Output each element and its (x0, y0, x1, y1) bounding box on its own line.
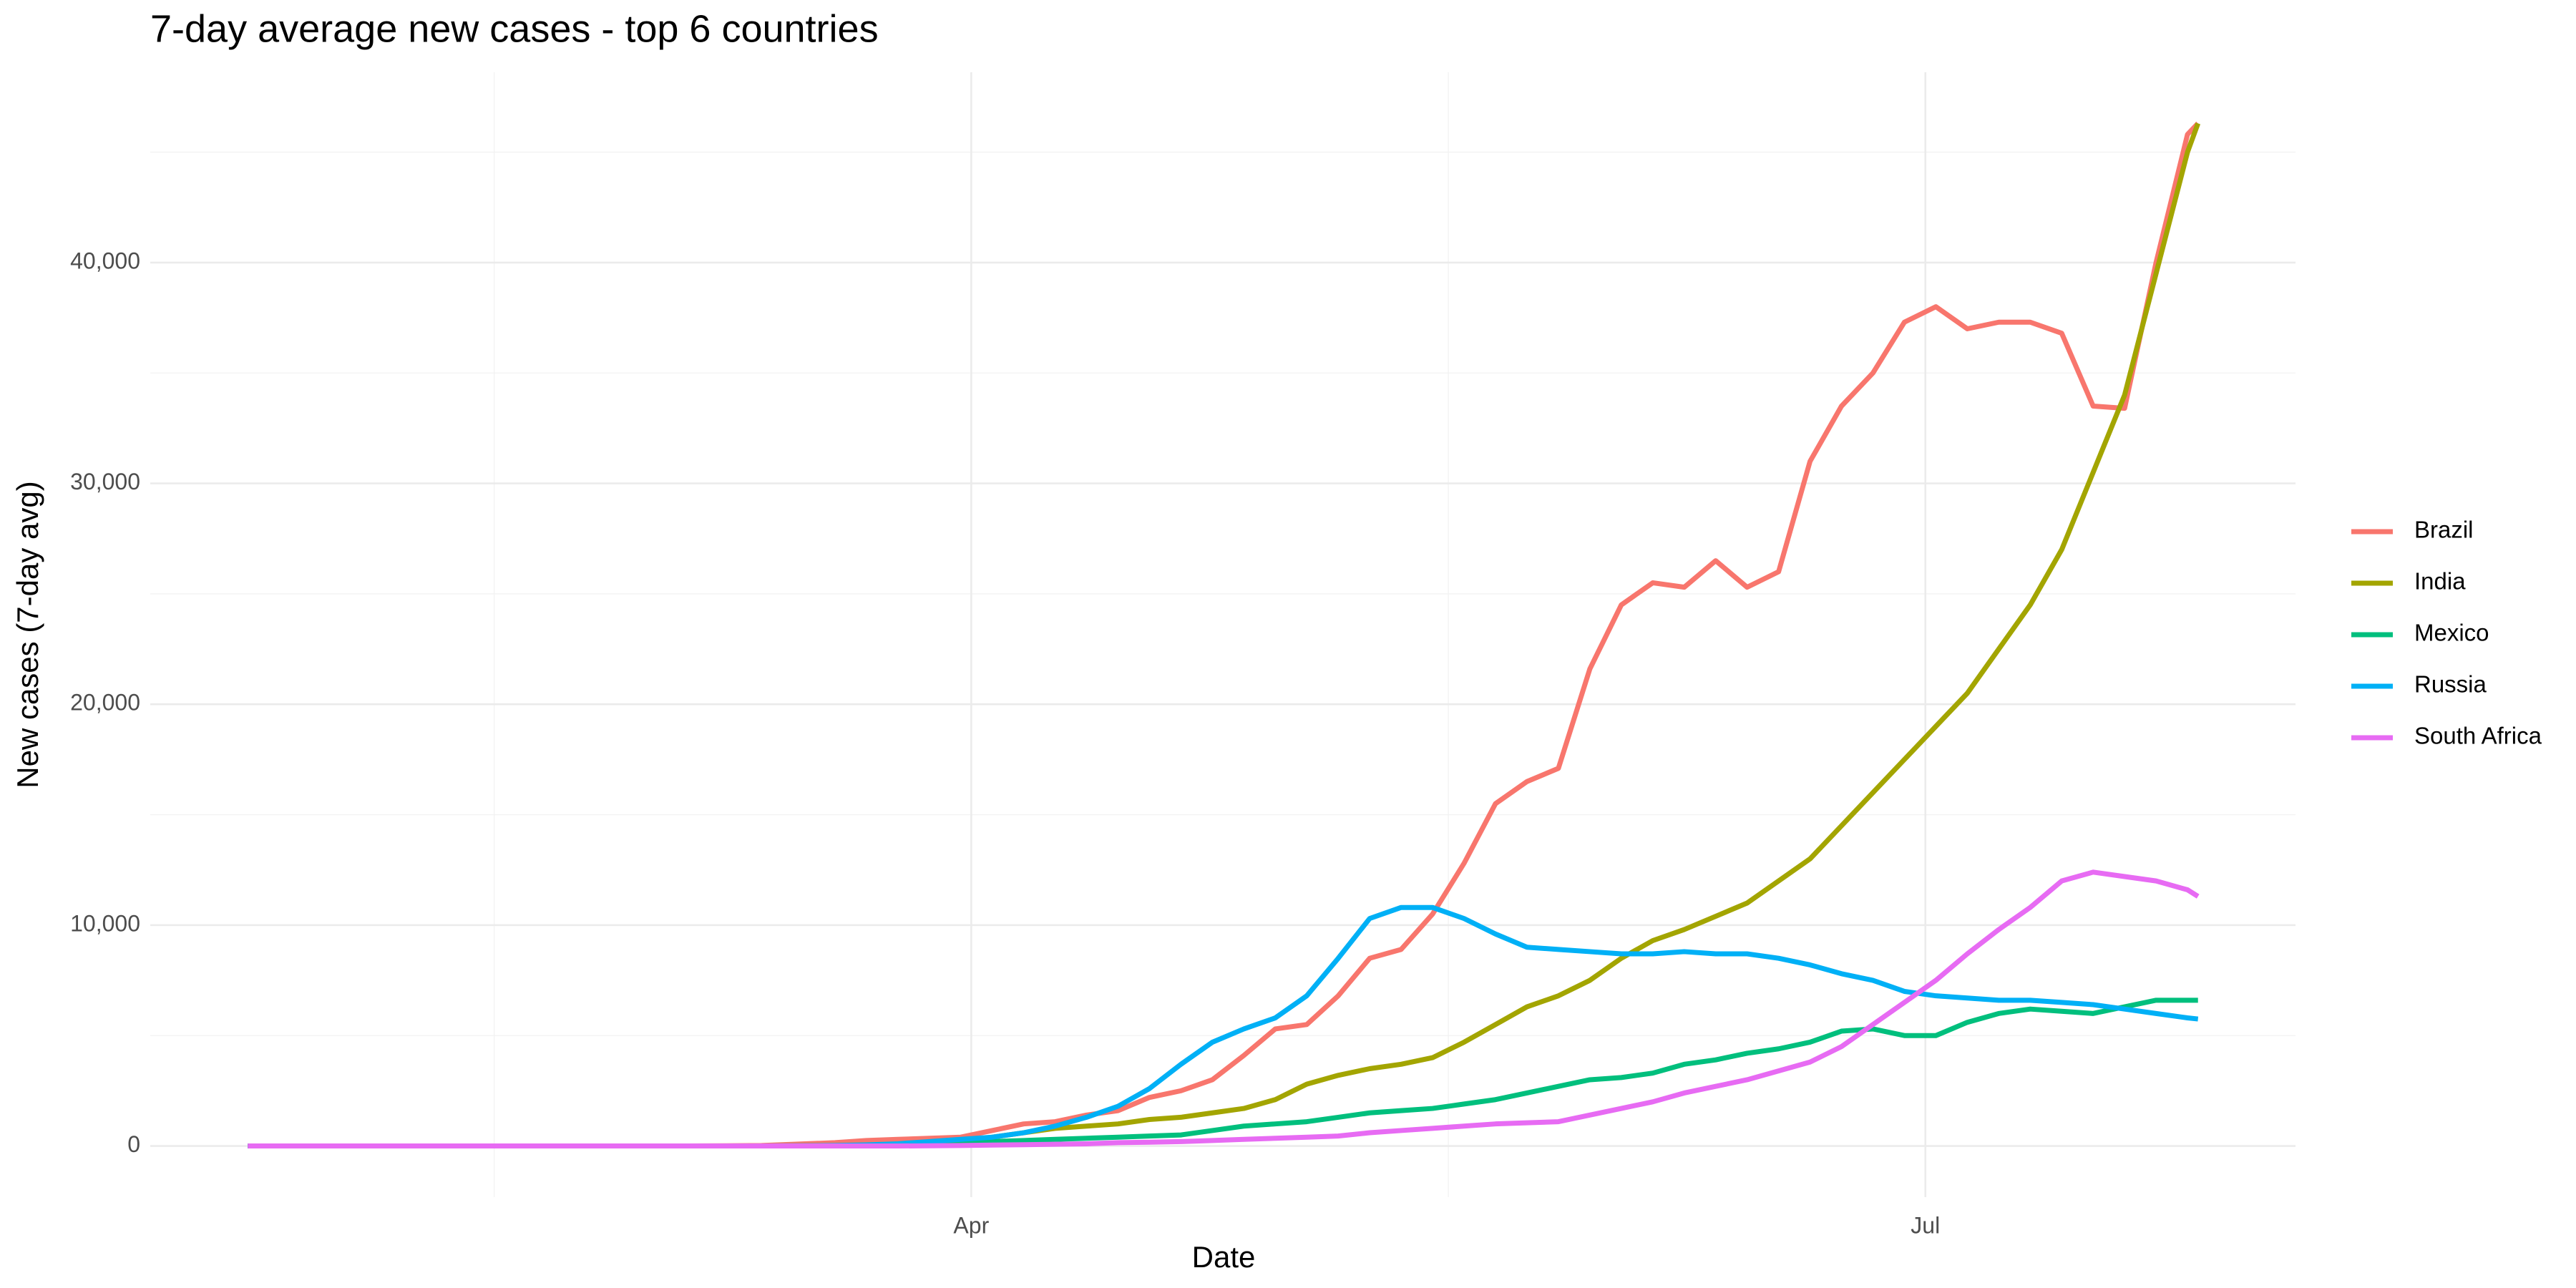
legend-label: Brazil (2414, 517, 2474, 543)
y-tick-label: 30,000 (70, 469, 140, 494)
series-line (248, 869, 2200, 1149)
chart-title: 7-day average new cases - top 6 countrie… (150, 7, 879, 50)
legend: Brazil India Mexico Russia South Africa (2351, 517, 2542, 749)
legend-label: India (2414, 568, 2466, 595)
series-line (248, 904, 2199, 1149)
legend-label: South Africa (2414, 723, 2542, 749)
y-axis-title: New cases (7-day avg) (11, 481, 44, 789)
y-tick-label: 10,000 (70, 910, 140, 936)
x-tick-label: Apr (953, 1212, 989, 1238)
x-tick-label: Jul (1911, 1212, 1940, 1238)
legend-label: Mexico (2414, 620, 2489, 646)
y-tick-label: 40,000 (70, 248, 140, 273)
y-tick-label: 20,000 (70, 690, 140, 716)
y-tick-label: 0 (127, 1131, 140, 1157)
legend-label: Russia (2414, 671, 2487, 698)
series-line (248, 122, 2200, 1149)
grid (150, 72, 2296, 1197)
x-axis-title: Date (1192, 1240, 1256, 1274)
